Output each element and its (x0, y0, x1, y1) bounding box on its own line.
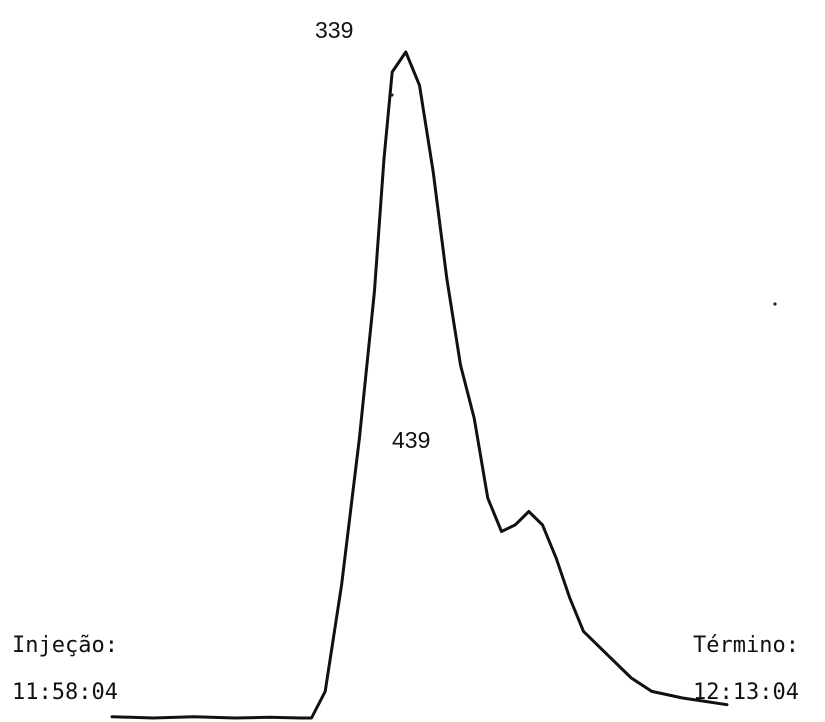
injection-time: 11:58:04 (12, 680, 118, 705)
paper-speck (390, 93, 394, 97)
end-time: 12:13:04 (693, 680, 799, 705)
paper-speck (773, 302, 777, 306)
peak-label-main: 339 (315, 17, 353, 43)
chromatogram-trace (110, 50, 729, 720)
end-label: Término: (693, 633, 799, 658)
injection-label: Injeção: (12, 633, 118, 658)
peak-label-shoulder: 439 (392, 427, 430, 453)
